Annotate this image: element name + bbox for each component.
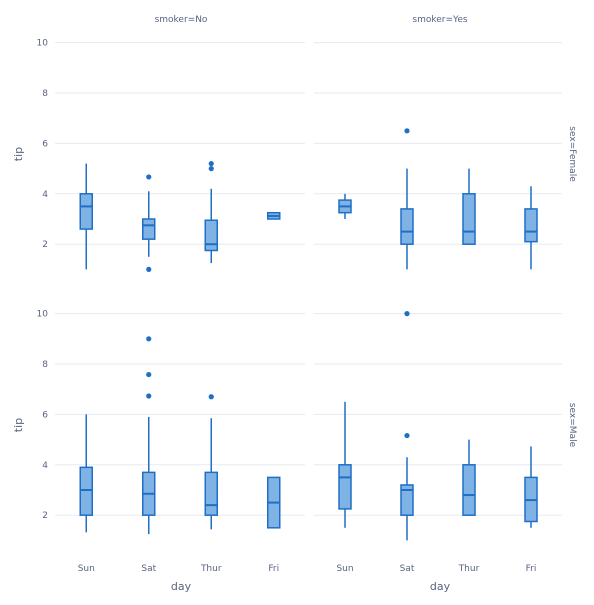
y-tick-label: 8 <box>42 360 48 370</box>
facet-row-label-male: sex=Male <box>567 403 577 448</box>
x-tick-label: Fri <box>526 564 537 574</box>
y-tick-label: 6 <box>42 139 48 149</box>
outlier-point <box>146 266 152 272</box>
box-iqr <box>204 219 218 252</box>
box-iqr <box>79 193 93 230</box>
y-axis-title-top: tip <box>12 147 25 161</box>
x-tick-label: Sun <box>336 564 353 574</box>
outlier-point <box>404 311 410 317</box>
facet-row-label-female: sex=Female <box>567 126 577 182</box>
gridlines <box>55 42 562 516</box>
box-iqr <box>338 464 352 510</box>
outlier-point <box>146 336 152 342</box>
y-tick-label: 6 <box>42 410 48 420</box>
box-iqr <box>400 484 414 516</box>
box-iqr <box>462 464 476 516</box>
x-tick-label: Thur <box>458 564 480 574</box>
y-tick-label: 8 <box>42 89 48 99</box>
outlier-point <box>146 393 152 399</box>
tick-labels: 2 4 6 8 10 2 4 6 8 10 Sun Sat Thur Fri Sun Sat Thur Fri <box>37 39 537 574</box>
box-iqr <box>204 471 218 516</box>
y-axis-title-bottom: tip <box>12 418 25 432</box>
y-tick-label: 2 <box>42 240 48 250</box>
outlier-point <box>208 166 214 172</box>
y-tick-label: 4 <box>42 190 48 200</box>
x-tick-label: Sat <box>400 564 415 574</box>
x-tick-label: Fri <box>268 564 279 574</box>
x-tick-label: Sat <box>141 564 156 574</box>
x-axis-title-left: day <box>171 580 192 593</box>
outlier-point <box>146 174 152 180</box>
box-iqr <box>142 218 156 240</box>
y-tick-label: 10 <box>37 310 49 320</box>
box-iqr <box>400 208 414 245</box>
facet-col-label-yes: smoker=Yes <box>412 15 467 25</box>
box-iqr <box>462 193 476 245</box>
outlier-point <box>208 394 214 400</box>
box-marks <box>79 128 538 541</box>
y-tick-label: 4 <box>42 461 48 471</box>
outlier-point <box>404 128 410 134</box>
y-tick-label: 10 <box>37 39 49 49</box>
x-tick-label: Thur <box>200 564 222 574</box>
box-iqr <box>79 466 93 516</box>
box-iqr <box>524 208 538 243</box>
facet-col-label-no: smoker=No <box>155 15 208 25</box>
x-axis-title-right: day <box>430 580 451 593</box>
outlier-point <box>146 371 152 378</box>
y-tick-label: 2 <box>42 511 48 521</box>
outlier-point <box>404 432 410 439</box>
x-tick-label: Sun <box>78 564 95 574</box>
outlier-point <box>208 160 214 167</box>
